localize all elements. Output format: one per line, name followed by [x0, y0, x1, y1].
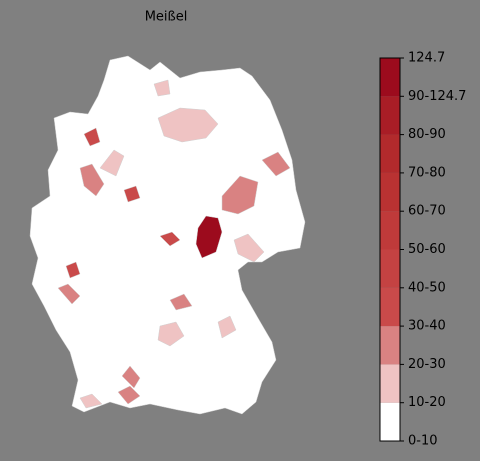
- region: [83, 127, 101, 147]
- colorbar-label: 50-60: [408, 242, 446, 257]
- region: [157, 321, 185, 347]
- region: [157, 107, 219, 143]
- region: [99, 149, 125, 177]
- colorbar-segment: [380, 134, 400, 173]
- region: [79, 393, 103, 409]
- region: [221, 175, 259, 215]
- germany-map: [29, 55, 306, 415]
- region: [195, 215, 223, 259]
- region: [123, 185, 141, 203]
- colorbar-label: 60-70: [408, 204, 446, 219]
- colorbar-label: 80-90: [408, 127, 446, 142]
- region: [233, 233, 265, 263]
- region: [261, 151, 291, 177]
- colorbar-segment: [380, 364, 400, 403]
- colorbar-label: 70-80: [408, 165, 446, 180]
- colorbar-label: 40-50: [408, 280, 446, 295]
- colorbar-label: 90-124.7: [408, 89, 466, 104]
- colorbar-label: 124.7: [408, 51, 445, 66]
- region: [153, 79, 171, 97]
- colorbar-label: 20-30: [408, 357, 446, 372]
- map-title: Meißel: [145, 10, 188, 25]
- region: [117, 385, 141, 405]
- colorbar-segment: [380, 402, 400, 441]
- colorbar-segment: [380, 287, 400, 327]
- colorbar-segment: [380, 58, 400, 97]
- colorbar: 0-10 10-20 20-30 30-40 40-50 50-60 60-70 70-80 8…: [379, 51, 466, 449]
- colorbar-label: 30-40: [408, 319, 446, 334]
- region: [217, 315, 237, 339]
- region: [169, 293, 193, 311]
- region: [121, 365, 141, 389]
- colorbar-segment: [380, 172, 400, 212]
- colorbar-segment: [380, 249, 400, 288]
- colorbar-segment: [380, 211, 400, 250]
- colorbar-segment: [380, 326, 400, 365]
- region: [79, 163, 105, 197]
- colorbar-segment: [380, 96, 400, 135]
- colorbar-label: 0-10: [408, 434, 438, 449]
- colorbar-label: 10-20: [408, 395, 446, 410]
- region: [159, 231, 181, 247]
- region: [65, 261, 81, 279]
- region: [57, 283, 81, 305]
